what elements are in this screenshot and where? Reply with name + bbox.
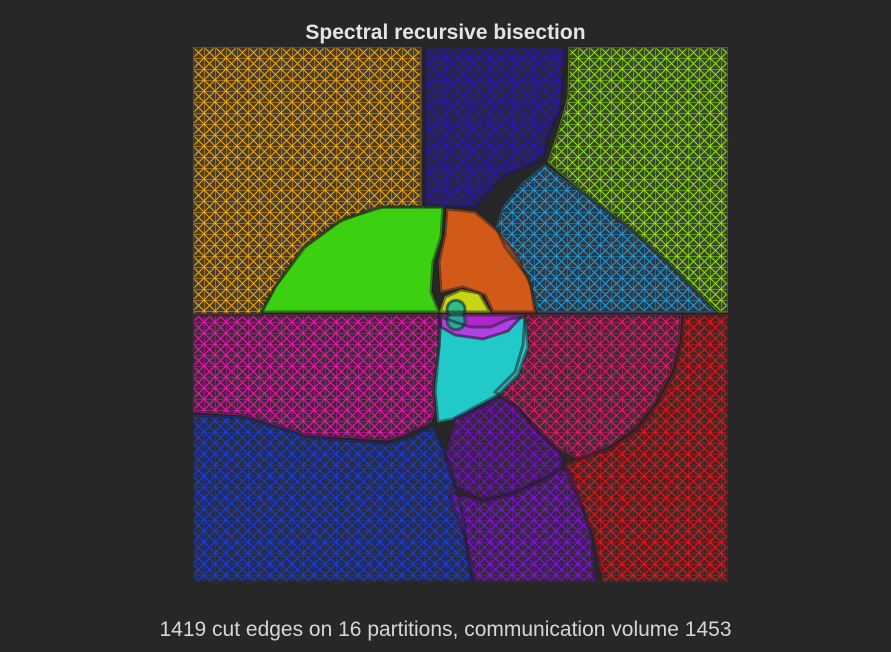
cut-boundary-12 xyxy=(193,413,473,582)
cut-boundary-5 xyxy=(258,205,445,314)
figure-caption: 1419 cut edges on 16 partitions, communi… xyxy=(159,618,732,641)
figure-title: Spectral recursive bisection xyxy=(305,21,586,44)
cut-boundary-15 xyxy=(437,313,527,341)
cut-boundary-11 xyxy=(433,314,530,424)
cut-boundary-13 xyxy=(443,395,567,501)
cut-boundary-6 xyxy=(437,207,537,314)
cut-boundary-14 xyxy=(445,464,597,582)
cut-boundary-7 xyxy=(437,288,493,314)
partitioned-mesh xyxy=(193,47,728,582)
cut-boundary-4 xyxy=(494,163,719,314)
cut-boundary-16 xyxy=(445,298,467,332)
